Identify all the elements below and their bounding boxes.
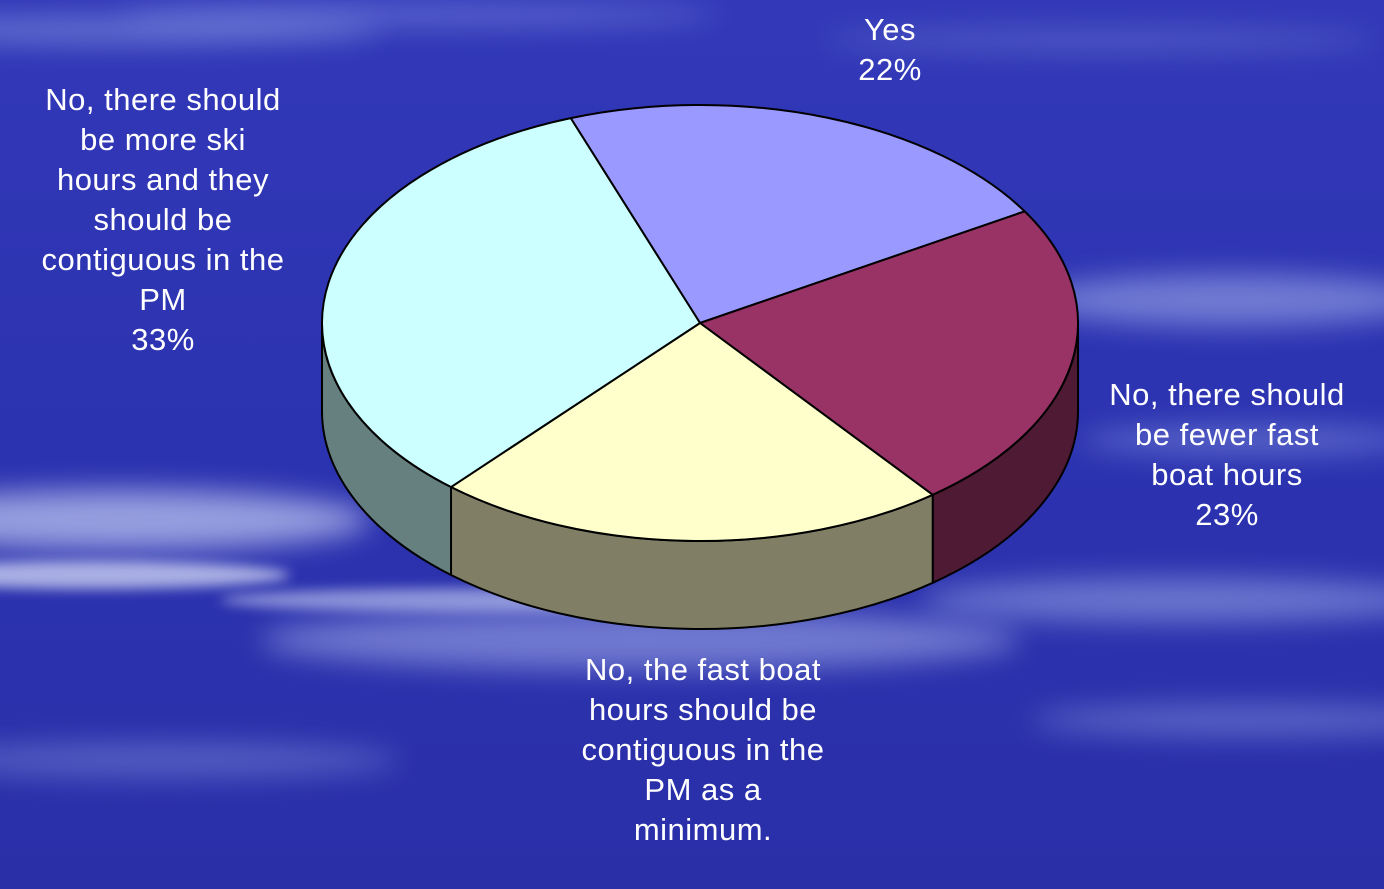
pie-slice-3 <box>321 117 701 489</box>
label-more-ski-hours: No, there should be more ski hours and t… <box>41 82 285 357</box>
label-yes: Yes 22% <box>858 12 922 87</box>
pie-slice-1 <box>699 210 1079 496</box>
label-fewer-fast-boat-hours: No, there should be fewer fast boat hour… <box>1109 377 1345 532</box>
label-fast-boat-contiguous: No, the fast boat hours should be contig… <box>581 652 825 847</box>
pie-sides <box>321 322 1079 630</box>
pie-slice-2 <box>450 322 934 542</box>
pie-slice-0 <box>569 104 1026 324</box>
pie-tops <box>321 104 1079 542</box>
